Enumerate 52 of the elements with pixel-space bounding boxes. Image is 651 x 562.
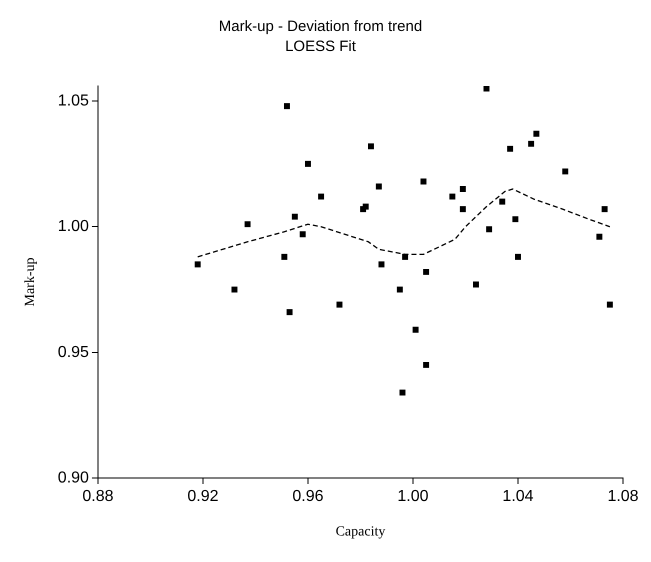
point (423, 362, 430, 368)
y-tick-label: 1.00 (58, 218, 90, 236)
x-axis-title: Capacity (336, 524, 386, 540)
y-tick-label: 0.90 (58, 469, 90, 486)
point (300, 231, 306, 238)
x-tick-label: 0.96 (292, 488, 324, 506)
point (449, 194, 456, 200)
point (378, 261, 384, 268)
point (507, 146, 514, 152)
point (376, 184, 382, 190)
point (396, 286, 403, 293)
point (473, 282, 479, 288)
point (286, 309, 293, 316)
point (460, 186, 466, 192)
x-tick-label: 0.92 (187, 488, 219, 506)
point (368, 143, 374, 150)
point (423, 268, 430, 275)
chart-subtitle: LOESS Fit (285, 38, 357, 56)
point (499, 198, 506, 205)
point (336, 302, 342, 308)
x-tick-label: 1.08 (607, 488, 639, 506)
point (400, 390, 406, 396)
point (362, 204, 369, 210)
point (596, 234, 602, 240)
point (562, 168, 568, 174)
x-tick-label: 0.88 (82, 488, 114, 506)
point (460, 206, 466, 212)
point (484, 86, 490, 92)
point (244, 221, 251, 228)
point (284, 103, 290, 110)
y-axis-title: Mark-up (23, 258, 38, 306)
point (292, 214, 298, 220)
point (412, 326, 419, 333)
point (533, 130, 540, 137)
point (420, 178, 426, 184)
point (515, 254, 521, 260)
x-tick-label: 1.00 (397, 488, 429, 506)
point (402, 254, 408, 260)
point (602, 206, 608, 212)
y-tick-label: 0.95 (58, 344, 90, 361)
point (194, 261, 201, 268)
point (281, 254, 288, 260)
point (528, 140, 534, 147)
point (304, 160, 311, 167)
chart-title: Mark-up - Deviation from trend (218, 18, 422, 36)
x-tick-label: 1.04 (502, 488, 534, 506)
point (606, 302, 613, 308)
point (318, 194, 324, 200)
point (486, 226, 492, 232)
y-tick-label: 1.05 (58, 92, 90, 110)
point (512, 216, 518, 222)
point (231, 286, 238, 293)
